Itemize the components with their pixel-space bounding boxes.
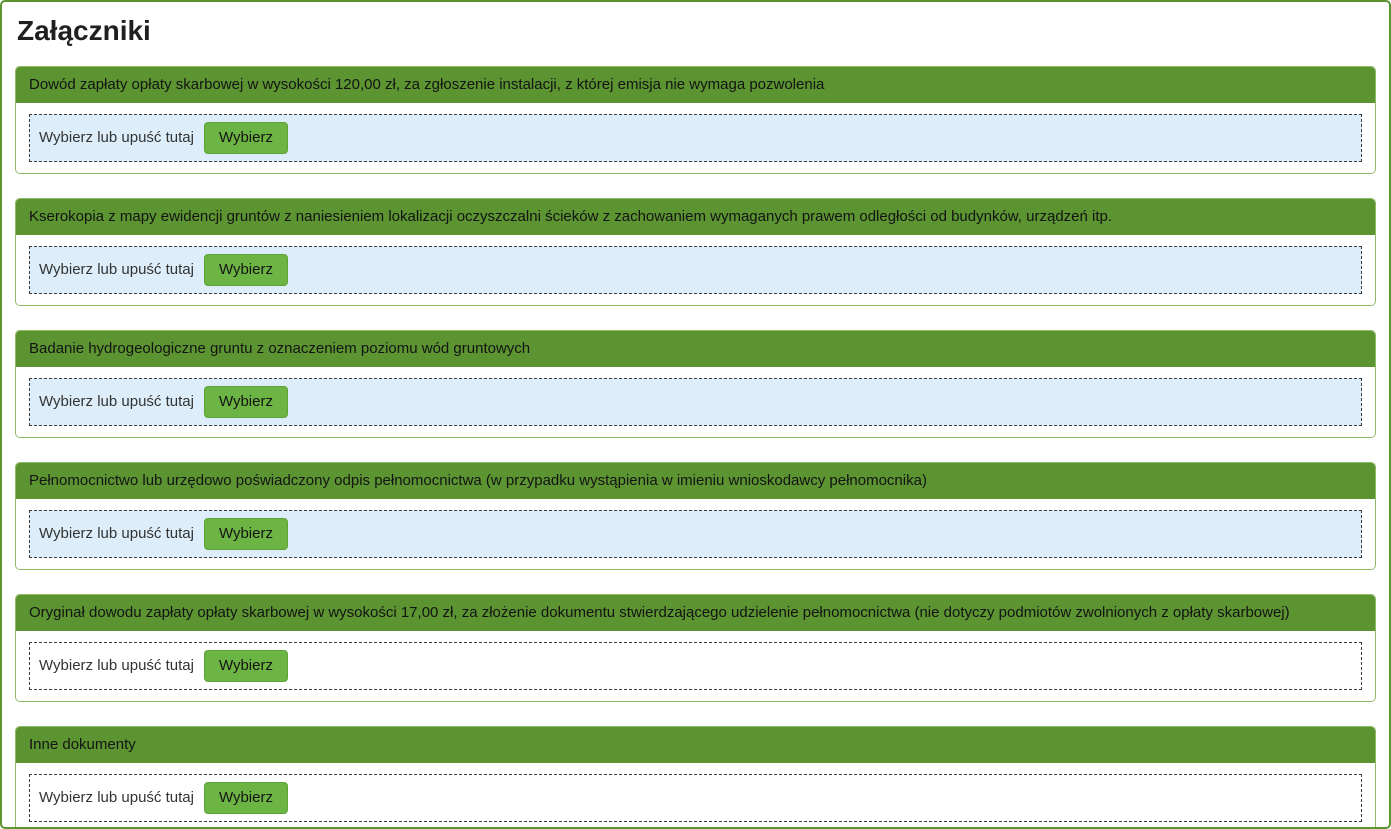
choose-file-button[interactable]: Wybierz: [203, 517, 288, 550]
page-title: Załączniki: [17, 15, 151, 46]
attachment-title: Oryginał dowodu zapłaty opłaty skarbowej…: [29, 603, 1290, 621]
attachment-title: Kserokopia z mapy ewidencji gruntów z na…: [29, 207, 1113, 225]
attachment-card-header: Oryginał dowodu zapłaty opłaty skarbowej…: [16, 594, 1375, 631]
attachment-title: Pełnomocnictwo lub urzędowo poświadczony…: [29, 471, 927, 489]
attachment-card-header: Pełnomocnictwo lub urzędowo poświadczony…: [16, 462, 1375, 499]
dropzone-label: Wybierz lub upuść tutaj: [39, 261, 194, 279]
attachment-card-header: Dowód zapłaty opłaty skarbowej w wysokoś…: [16, 66, 1375, 103]
attachment-card: Badanie hydrogeologiczne gruntu z oznacz…: [15, 329, 1376, 438]
file-dropzone[interactable]: Wybierz lub upuść tutaj Wybierz: [29, 509, 1362, 558]
dropzone-label: Wybierz lub upuść tutaj: [39, 393, 194, 411]
attachment-card-body: Wybierz lub upuść tutaj Wybierz: [16, 762, 1375, 827]
file-dropzone[interactable]: Wybierz lub upuść tutaj Wybierz: [29, 377, 1362, 426]
file-dropzone[interactable]: Wybierz lub upuść tutaj Wybierz: [29, 113, 1362, 162]
attachment-card: Kserokopia z mapy ewidencji gruntów z na…: [15, 197, 1376, 306]
attachment-card-body: Wybierz lub upuść tutaj Wybierz: [16, 102, 1375, 173]
choose-file-button[interactable]: Wybierz: [203, 253, 288, 286]
attachment-card-body: Wybierz lub upuść tutaj Wybierz: [16, 630, 1375, 701]
attachment-title: Dowód zapłaty opłaty skarbowej w wysokoś…: [29, 75, 825, 93]
attachment-card-body: Wybierz lub upuść tutaj Wybierz: [16, 498, 1375, 569]
choose-file-button[interactable]: Wybierz: [203, 121, 288, 154]
dropzone-label: Wybierz lub upuść tutaj: [39, 525, 194, 543]
attachment-card-header: Inne dokumenty: [16, 726, 1375, 763]
dropzone-label: Wybierz lub upuść tutaj: [39, 129, 194, 147]
attachment-title: Inne dokumenty: [29, 735, 136, 753]
attachment-card: Inne dokumenty Wybierz lub upuść tutaj W…: [15, 725, 1376, 827]
attachments-list: Dowód zapłaty opłaty skarbowej w wysokoś…: [15, 65, 1376, 827]
choose-file-button[interactable]: Wybierz: [203, 385, 288, 418]
attachment-card-header: Badanie hydrogeologiczne gruntu z oznacz…: [16, 330, 1375, 367]
file-dropzone[interactable]: Wybierz lub upuść tutaj Wybierz: [29, 245, 1362, 294]
file-dropzone[interactable]: Wybierz lub upuść tutaj Wybierz: [29, 641, 1362, 690]
choose-file-button[interactable]: Wybierz: [203, 781, 288, 814]
attachment-card-body: Wybierz lub upuść tutaj Wybierz: [16, 234, 1375, 305]
choose-file-button[interactable]: Wybierz: [203, 649, 288, 682]
dropzone-label: Wybierz lub upuść tutaj: [39, 657, 194, 675]
attachment-card-header: Kserokopia z mapy ewidencji gruntów z na…: [16, 198, 1375, 235]
attachment-card: Pełnomocnictwo lub urzędowo poświadczony…: [15, 461, 1376, 570]
attachment-card: Oryginał dowodu zapłaty opłaty skarbowej…: [15, 593, 1376, 702]
file-dropzone[interactable]: Wybierz lub upuść tutaj Wybierz: [29, 773, 1362, 822]
attachment-title: Badanie hydrogeologiczne gruntu z oznacz…: [29, 339, 531, 357]
attachment-card: Dowód zapłaty opłaty skarbowej w wysokoś…: [15, 65, 1376, 174]
dropzone-label: Wybierz lub upuść tutaj: [39, 789, 194, 807]
attachment-card-body: Wybierz lub upuść tutaj Wybierz: [16, 366, 1375, 437]
